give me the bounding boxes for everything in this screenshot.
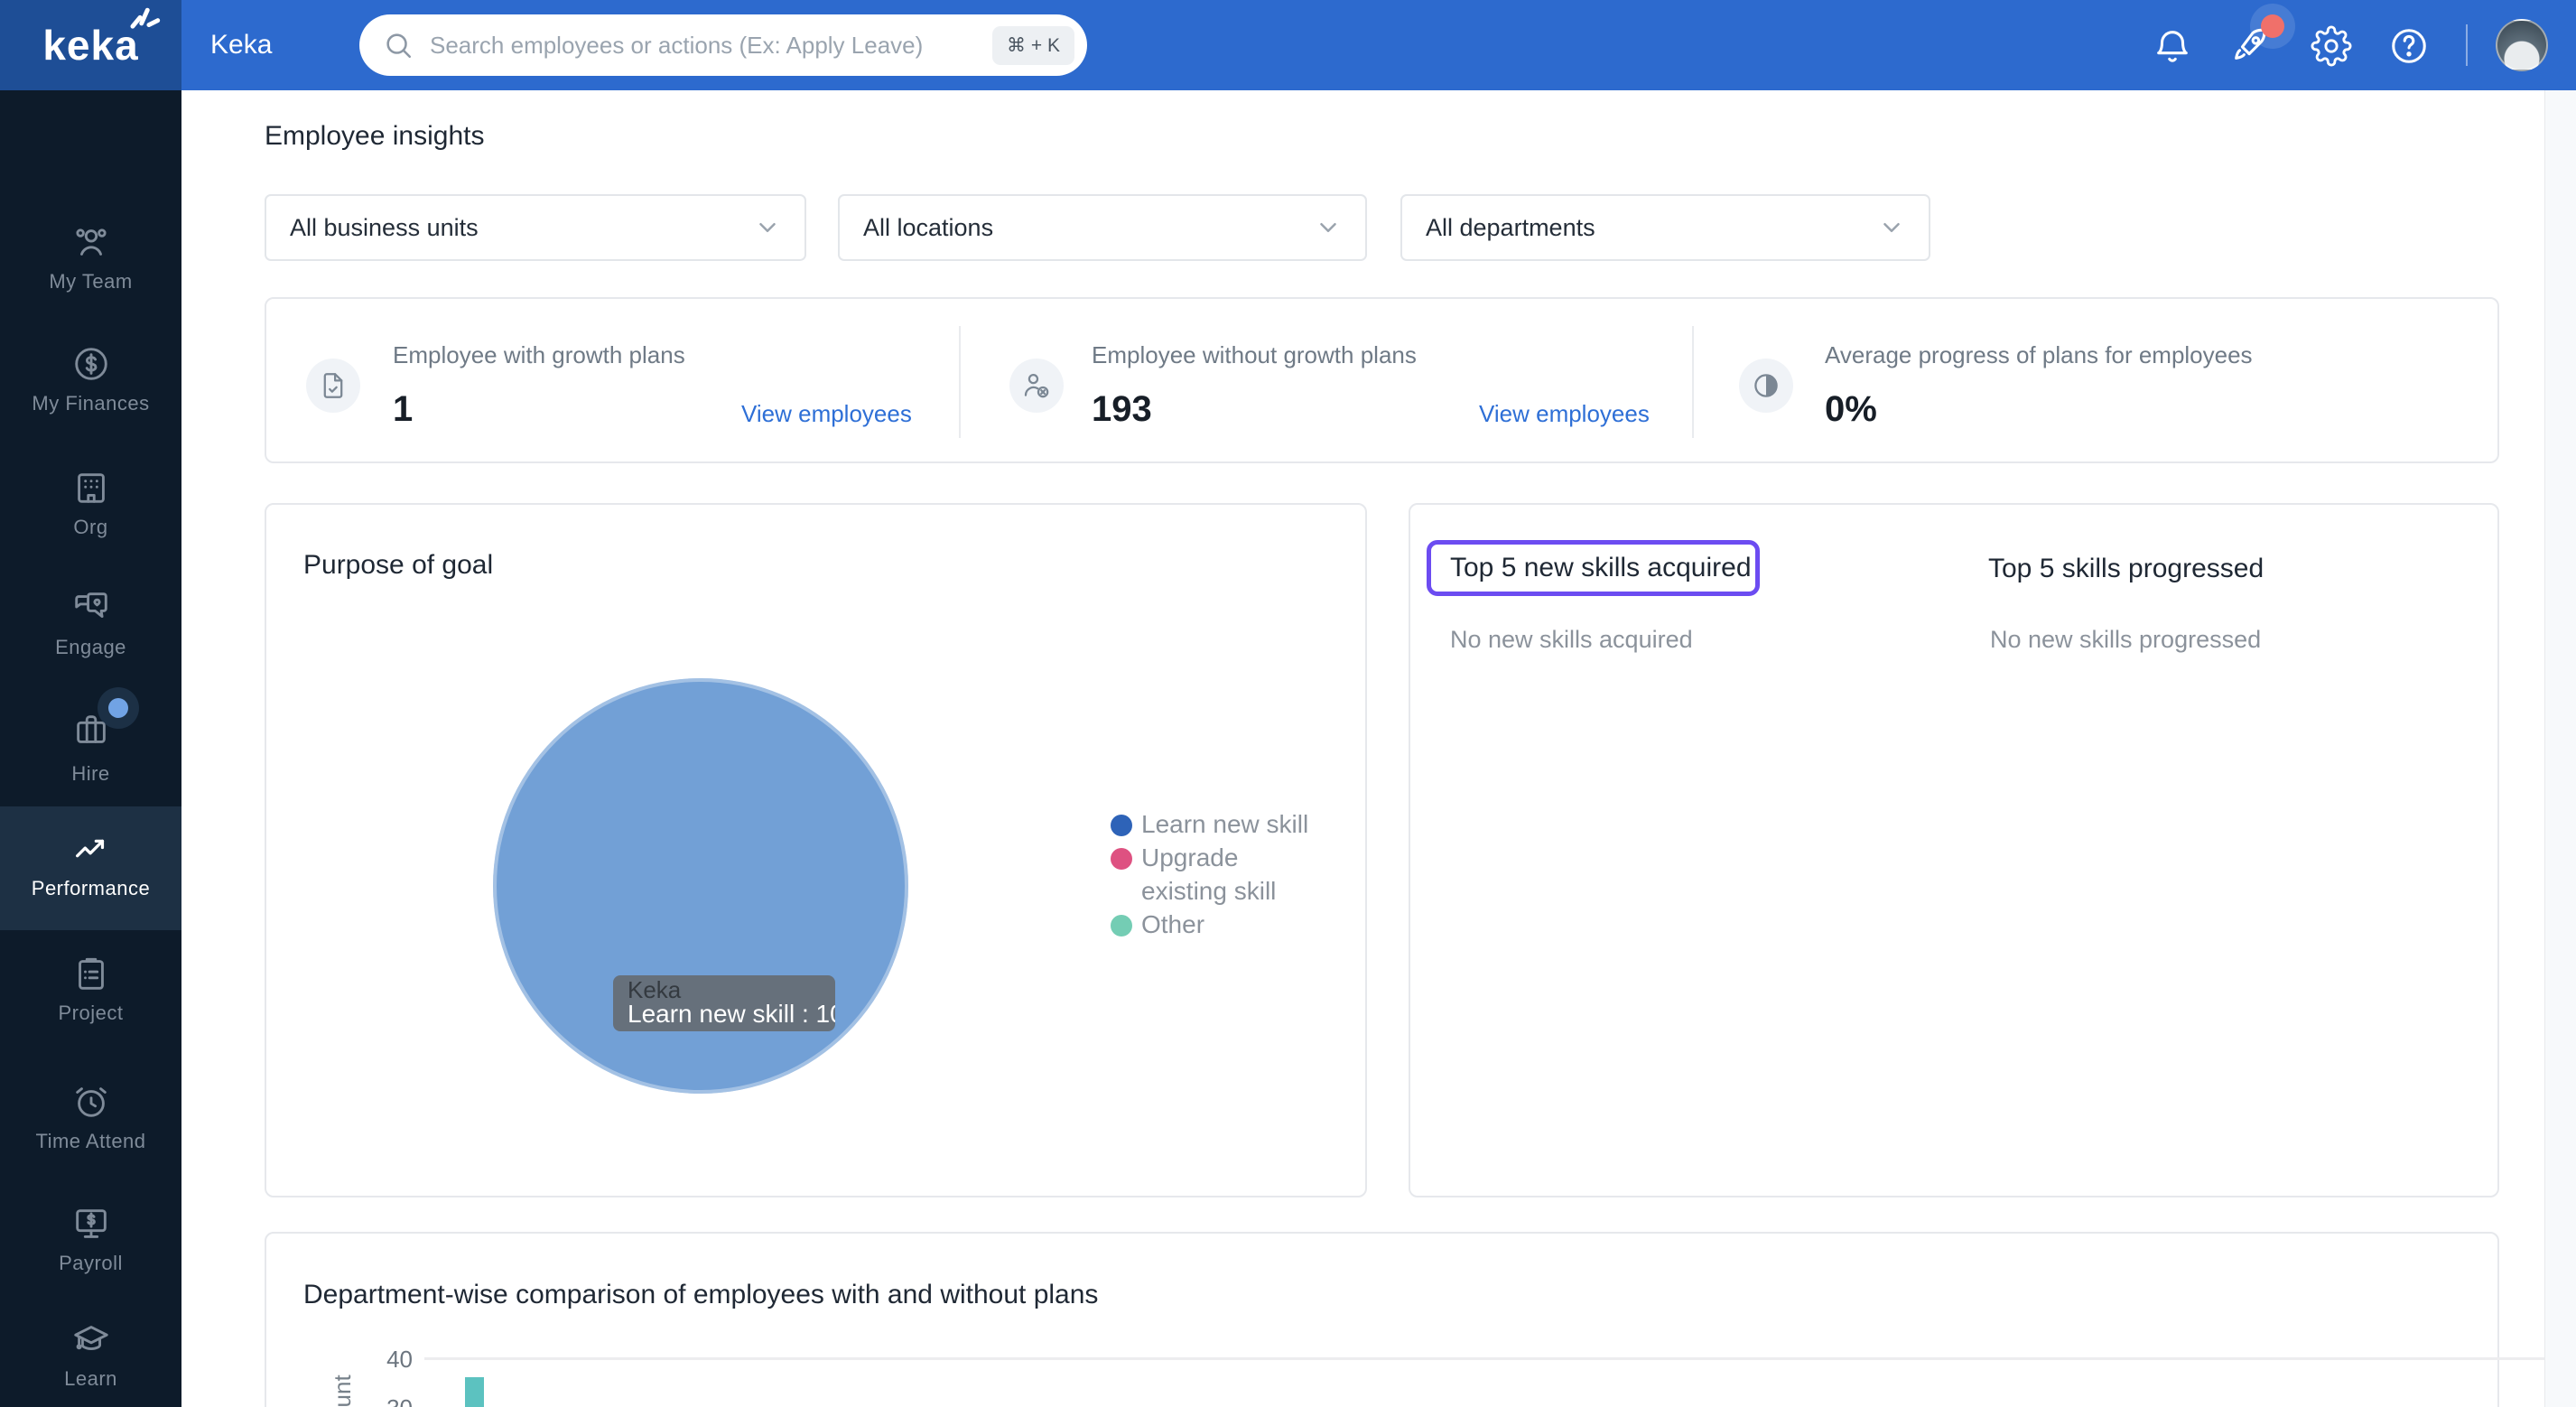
business-units-dropdown[interactable]: All business units [265, 194, 806, 261]
sidebar-item-performance[interactable]: Performance [0, 806, 181, 930]
y-axis-tick-30: 30 [357, 1394, 413, 1407]
hire-notification-dot [108, 698, 128, 718]
engage-icon [70, 587, 112, 629]
bell-icon[interactable] [2152, 25, 2193, 67]
pie-chart-slice-learn-new-skill[interactable] [493, 678, 908, 1094]
stat-value: 0% [1825, 389, 1877, 430]
learn-icon [70, 1318, 112, 1360]
stat-value: 1 [393, 389, 413, 430]
sidebar-item-my-finances[interactable]: My Finances [0, 343, 181, 415]
tooltip-value-text: Learn new skill : 100 [628, 1001, 821, 1028]
top-skills-progressed-title: Top 5 skills progressed [1988, 554, 2264, 584]
department-card-title: Department-wise comparison of employees … [303, 1280, 1098, 1310]
chart-gridline [424, 1357, 2576, 1360]
bar-chart-bar[interactable] [465, 1377, 484, 1407]
gear-icon[interactable] [2311, 25, 2352, 67]
sidebar-item-my-team[interactable]: My Team [0, 221, 181, 294]
skills-progressed-empty-state: No new skills progressed [1990, 626, 2261, 654]
insight-summary-card: Employee with growth plans 1 View employ… [265, 297, 2499, 463]
legend-dot [1111, 815, 1132, 836]
global-search-input[interactable]: Search employees or actions (Ex: Apply L… [359, 14, 1087, 76]
top-navigation-bar: keka Keka Search employees or actions (E… [0, 0, 2576, 90]
finances-icon [70, 343, 112, 385]
chart-tooltip: Keka Learn new skill : 100 [613, 975, 835, 1031]
view-employees-link[interactable]: View employees [1479, 400, 1650, 428]
keka-logo-text: keka [42, 22, 138, 69]
growth-plan-doc-icon [306, 359, 360, 413]
rocket-icon[interactable] [2230, 25, 2272, 67]
search-shortcut-badge: ⌘ + K [992, 26, 1074, 65]
sidebar-item-payroll[interactable]: Payroll [0, 1203, 181, 1275]
sidebar-item-learn[interactable]: Learn [0, 1318, 181, 1391]
purpose-card-title: Purpose of goal [303, 550, 493, 581]
sidebar-item-project[interactable]: Project [0, 953, 181, 1025]
hire-icon [70, 709, 112, 750]
departments-dropdown[interactable]: All departments [1400, 194, 1930, 261]
legend-item-learn-new-skill[interactable]: Learn new skill [1111, 807, 1318, 841]
chevron-down-icon [1315, 214, 1342, 241]
tooltip-series-name: Keka [628, 979, 821, 1001]
performance-icon [70, 828, 112, 870]
stat-label: Average progress of plans for employees [1825, 341, 2253, 369]
time-attend-icon [70, 1081, 112, 1123]
sidebar-item-org[interactable]: Org [0, 467, 181, 539]
progress-half-circle-icon [1739, 359, 1793, 413]
logo-sparkle-icon [126, 3, 163, 35]
chevron-down-icon [754, 214, 781, 241]
header-divider [2466, 24, 2468, 66]
stat-divider [959, 326, 961, 438]
help-icon[interactable] [2388, 25, 2430, 67]
search-placeholder: Search employees or actions (Ex: Apply L… [430, 32, 992, 60]
sidebar-navigation: My Team My Finances Org Engage [0, 90, 181, 1407]
stat-value: 193 [1092, 389, 1152, 430]
keka-logo[interactable]: keka [0, 0, 181, 90]
page-scrollbar[interactable] [2544, 90, 2576, 1407]
sidebar-item-time-attend[interactable]: Time Attend [0, 1081, 181, 1153]
y-axis-tick-40: 40 [357, 1346, 413, 1374]
page-title: Employee insights [265, 121, 484, 152]
highlight-annotation-box: Top 5 new skills acquired [1427, 540, 1760, 596]
y-axis-label: Count [329, 1365, 356, 1407]
payroll-icon [70, 1203, 112, 1244]
sidebar-item-hire[interactable]: Hire [0, 709, 181, 786]
keka-dashboard-page: keka Keka Search employees or actions (E… [0, 0, 2576, 1407]
stat-label: Employee with growth plans [393, 341, 685, 369]
pie-legend: Learn new skill Upgrade existing skill O… [1111, 807, 1318, 941]
top-skills-card: Top 5 new skills acquired Top 5 skills p… [1409, 503, 2499, 1197]
chevron-down-icon [1878, 214, 1905, 241]
legend-dot [1111, 915, 1132, 936]
search-icon [383, 30, 414, 61]
purpose-of-goal-card: Purpose of goal Keka Learn new skill : 1… [265, 503, 1367, 1197]
legend-item-upgrade-existing-skill[interactable]: Upgrade existing skill [1111, 841, 1318, 908]
skills-acquired-empty-state: No new skills acquired [1450, 626, 1693, 654]
project-icon [70, 953, 112, 994]
no-plan-user-icon [1009, 359, 1064, 413]
legend-item-other[interactable]: Other [1111, 908, 1318, 941]
top-skills-acquired-title: Top 5 new skills acquired [1450, 553, 1752, 583]
locations-dropdown[interactable]: All locations [838, 194, 1367, 261]
stat-divider [1692, 326, 1694, 438]
sidebar-item-engage[interactable]: Engage [0, 587, 181, 659]
workspace-name: Keka [210, 0, 272, 90]
legend-dot [1111, 848, 1132, 870]
department-comparison-card: Department-wise comparison of employees … [265, 1232, 2499, 1407]
stat-label: Employee without growth plans [1092, 341, 1417, 369]
rocket-notification-dot [2261, 14, 2284, 38]
view-employees-link[interactable]: View employees [741, 400, 912, 428]
team-icon [70, 221, 112, 263]
user-avatar[interactable] [2496, 19, 2548, 71]
org-icon [70, 467, 112, 508]
